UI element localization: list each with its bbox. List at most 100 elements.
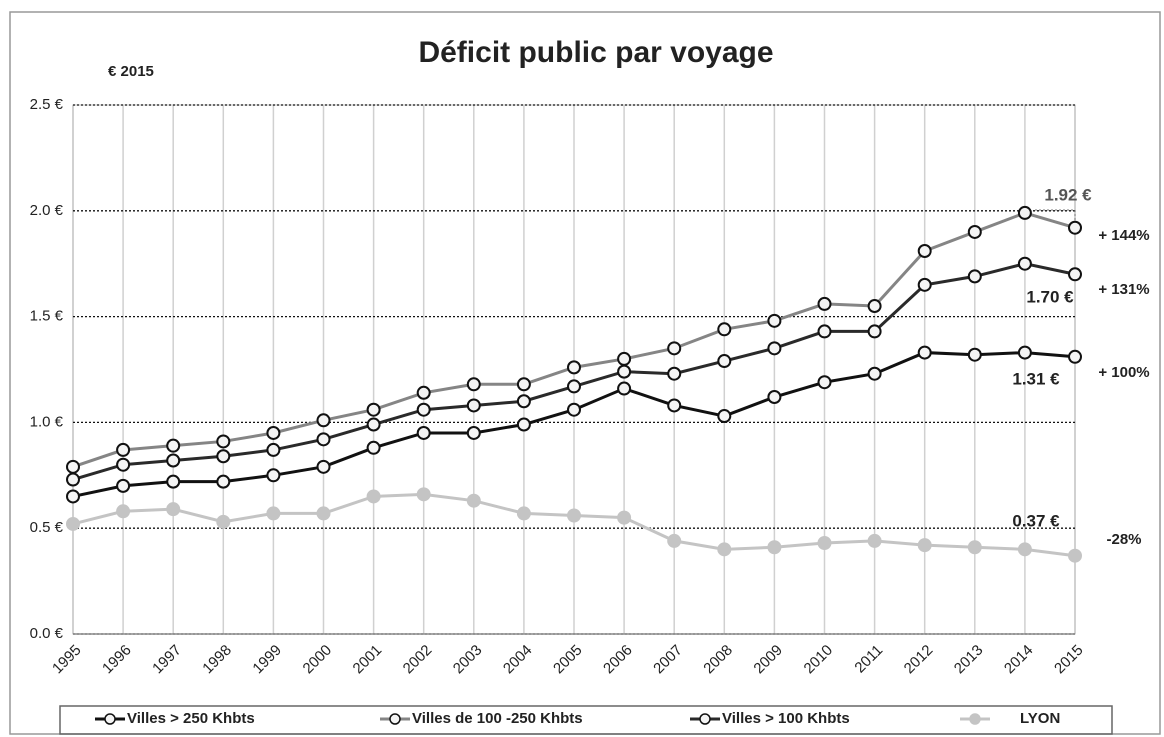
legend-label: Villes > 250 Khbts — [127, 710, 255, 727]
point — [667, 398, 682, 413]
point — [366, 402, 381, 417]
point — [116, 457, 131, 472]
x-tick-label: 2004 — [500, 642, 536, 678]
point — [567, 508, 581, 523]
x-tick-label: 2010 — [801, 642, 837, 678]
point — [867, 324, 882, 339]
point — [66, 472, 80, 487]
point — [316, 413, 331, 428]
point — [767, 540, 782, 555]
x-tick-label: 2008 — [700, 642, 736, 678]
point — [1068, 267, 1082, 282]
y-tick-label: 0.0 € — [30, 625, 64, 642]
point — [1068, 220, 1082, 235]
point — [767, 390, 782, 405]
point — [266, 468, 281, 483]
x-tick-label: 2003 — [450, 642, 486, 678]
point — [717, 542, 732, 557]
x-tick-label: 1995 — [49, 642, 85, 678]
x-tick-label: 2013 — [951, 642, 987, 678]
point — [1017, 256, 1032, 271]
point — [1068, 349, 1082, 364]
point — [466, 493, 481, 508]
point — [416, 487, 431, 502]
legend-marker — [699, 713, 711, 725]
point — [917, 345, 932, 360]
point — [166, 453, 181, 468]
point — [66, 516, 80, 531]
annotation: + 100% — [1098, 364, 1149, 381]
point — [767, 313, 782, 328]
point — [166, 502, 181, 517]
point — [516, 377, 531, 392]
x-tick-label: 2011 — [851, 642, 886, 677]
point — [66, 489, 80, 504]
point — [416, 385, 431, 400]
chart-title: Déficit public par voyage — [418, 36, 773, 69]
point — [617, 381, 632, 396]
point — [166, 474, 181, 489]
point — [216, 434, 231, 449]
legend-marker — [389, 713, 401, 725]
point — [266, 506, 281, 521]
point — [1017, 205, 1032, 220]
point — [817, 324, 832, 339]
point — [416, 425, 431, 440]
point — [717, 409, 732, 424]
x-tick-label: 2005 — [550, 642, 586, 678]
point — [116, 442, 131, 457]
x-tick-label: 2009 — [750, 642, 786, 678]
legend-label: Villes > 100 Khbts — [722, 710, 850, 727]
legend-label: Villes de 100 -250 Khbts — [412, 710, 583, 727]
x-tick-label: 2012 — [901, 642, 937, 678]
legend-box — [59, 705, 1113, 735]
y-tick-label: 0.5 € — [30, 519, 64, 536]
point — [316, 506, 331, 521]
point — [166, 438, 181, 453]
x-tick-label: 2014 — [1001, 642, 1037, 678]
x-tick-label: 2001 — [350, 642, 386, 678]
y-tick-label: 1.0 € — [30, 413, 64, 430]
point — [567, 402, 581, 417]
point — [516, 417, 531, 432]
point — [516, 506, 531, 521]
point — [667, 341, 682, 356]
chart-border — [9, 11, 1161, 735]
y-tick-label: 2.5 € — [30, 96, 64, 113]
annotation: 1.92 € — [1044, 185, 1092, 204]
point — [817, 536, 832, 551]
point — [516, 394, 531, 409]
point — [1017, 345, 1032, 360]
point — [216, 514, 231, 529]
x-tick-label: 1998 — [199, 642, 235, 678]
point — [867, 299, 882, 314]
legend-marker — [969, 713, 981, 725]
point — [466, 377, 481, 392]
point — [667, 533, 682, 548]
point — [116, 504, 131, 519]
x-tick-label: 2015 — [1051, 642, 1087, 678]
point — [466, 425, 481, 440]
point — [366, 489, 381, 504]
x-tick-label: 2006 — [600, 642, 636, 678]
point — [617, 351, 632, 366]
annotation: + 144% — [1098, 227, 1149, 244]
point — [717, 354, 732, 369]
annotation: + 131% — [1098, 281, 1149, 298]
point — [567, 379, 581, 394]
annotation: 1.31 € — [1012, 369, 1060, 388]
point — [416, 402, 431, 417]
x-tick-label: 2002 — [400, 642, 436, 678]
point — [817, 375, 832, 390]
point — [366, 440, 381, 455]
annotation: 0.37 € — [1012, 511, 1060, 530]
point — [917, 277, 932, 292]
point — [867, 533, 882, 548]
annotation: -28% — [1106, 531, 1141, 548]
point — [216, 449, 231, 464]
point — [567, 360, 581, 375]
point — [617, 364, 632, 379]
legend-label: LYON — [1020, 710, 1060, 727]
x-tick-label: 2007 — [650, 642, 686, 678]
point — [767, 341, 782, 356]
